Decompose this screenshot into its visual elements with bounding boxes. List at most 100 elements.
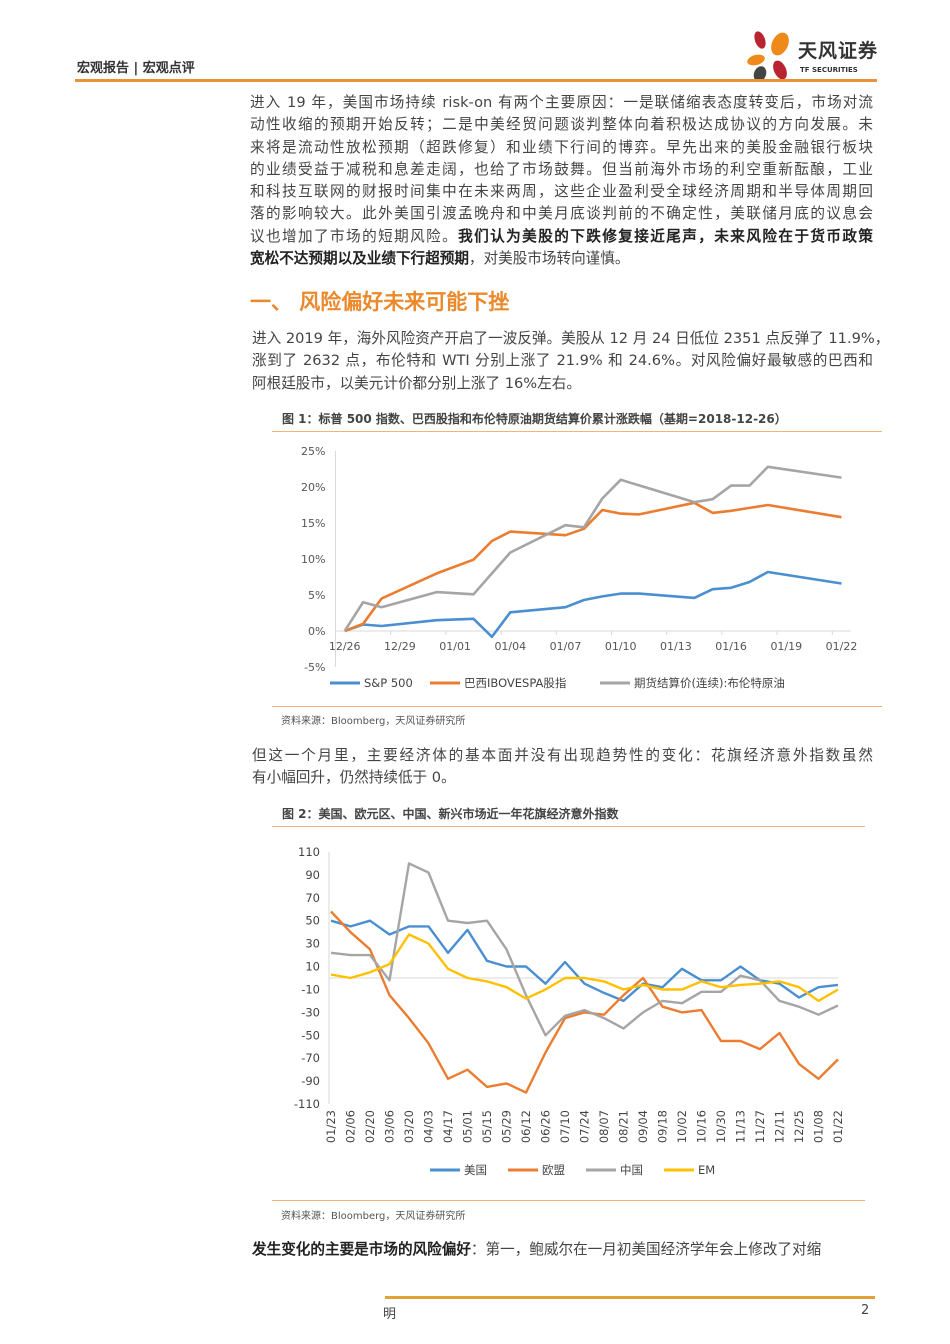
x-tick-label: 10/02 (675, 1110, 689, 1143)
y-tick-label: 15% (301, 517, 325, 530)
x-tick-label: 03/20 (402, 1110, 416, 1143)
y-tick-label: 0% (308, 625, 325, 638)
rebound-paragraph: 进入 2019 年，海外风险资产开启了一波反弹。美股从 12 月 24 日低位 … (252, 328, 889, 395)
x-tick-label: 04/03 (422, 1110, 436, 1143)
x-tick-label: 06/26 (539, 1110, 553, 1143)
intro-paragraph: 进入 19 年，美国市场持续 risk-on 有两个主要原因：一是联储缩表态度转… (250, 92, 873, 270)
legend-label: 欧盟 (542, 1163, 565, 1177)
y-tick-label: 90 (305, 868, 320, 882)
x-tick-label: 01/07 (550, 640, 582, 653)
text-segment: 的业绩受益于减税和息差走阔，也给了市场鼓舞。但当前海外市场的利空重新酝酿，工业 (250, 160, 873, 178)
x-tick-label: 08/07 (597, 1110, 611, 1143)
x-tick-label: 01/16 (715, 640, 747, 653)
x-tick-label: 01/23 (324, 1110, 338, 1143)
text-segment: 来将是流动性放松预期（超跌修复）和业绩下行间的博弈。早先出来的美股金融银行板块 (250, 138, 873, 156)
y-tick-label: -70 (301, 1051, 320, 1065)
text-line: 动性收缩的预期开始反转；二是中美经贸问题谈判整体向着积极达成协议的方向发展。未 (250, 114, 873, 136)
text-line: 来将是流动性放松预期（超跌修复）和业绩下行间的博弈。早先出来的美股金融银行板块 (250, 137, 873, 159)
series-line-0 (344, 570, 842, 639)
x-tick-label: 02/06 (344, 1110, 358, 1143)
legend-label: 巴西IBOVESPA股指 (464, 676, 566, 690)
y-tick-label: 5% (308, 589, 325, 602)
fundamentals-paragraph: 但这一个月里，主要经济体的基本面并没有出现趋势性的变化：花旗经济意外指数虽然 有小… (252, 745, 873, 790)
report-type-header: 宏观报告 | 宏观点评 (77, 61, 195, 76)
figure-2-title: 图 2：美国、欧元区、中国、新兴市场近一年花旗经济意外指数 (282, 807, 619, 821)
series-line-2 (343, 465, 842, 632)
figure-1-title: 图 1：标普 500 指数、巴西股指和布伦特原油期货结算价累计涨跌幅（基期=20… (282, 412, 787, 426)
text-segment: 和科技互联网的财报时间集中在未来两周，这些企业盈利受全球经济周期和半导体周期回 (250, 183, 873, 201)
x-tick-label: 01/22 (831, 1110, 845, 1143)
text-segment: 动性收缩的预期开始反转；二是中美经贸问题谈判整体向着积极达成协议的方向发展。未 (250, 116, 873, 134)
text-segment: ，对美股市场转向谨慎。 (468, 250, 630, 268)
x-tick-label: 12/25 (792, 1110, 806, 1143)
x-tick-label: 12/26 (329, 640, 361, 653)
text-segment: 落的影响较大。此外美国引渡孟晚舟和中美月底谈判前的不确定性，美联储月底的议息会 (250, 205, 873, 223)
legend-label: 中国 (620, 1163, 643, 1177)
x-tick-label: 09/04 (636, 1110, 650, 1143)
tf-securities-logo: 天风证券 TF SECURITIES (746, 30, 886, 82)
figure-2-chart: 110 90 70 50 30 10 -10 -30 -50 -70 -90 -110 01/23 02/… (294, 845, 845, 1177)
x-tick-label: 05/29 (500, 1110, 514, 1143)
x-tick-label: 09/18 (656, 1110, 670, 1143)
text-line: 和科技互联网的财报时间集中在未来两周，这些企业盈利受全球经济周期和半导体周期回 (250, 181, 873, 203)
x-tick-label: 01/22 (826, 640, 858, 653)
y-tick-label: -50 (301, 1028, 320, 1042)
text-line: 阿根廷股市，以美元计价都分别上涨了 16%左右。 (252, 373, 873, 395)
text-line: 进入 19 年，美国市场持续 risk-on 有两个主要原因：一是联储缩表态度转… (250, 92, 873, 114)
footer-note: 明 (383, 1307, 397, 1322)
figure-1-bottom-rule (272, 706, 882, 707)
series-line-1 (330, 910, 839, 1094)
text-segment: 进入 19 年，美国市场持续 risk-on 有两个主要原因：一是联储缩表态度转… (250, 94, 873, 111)
page-number: 2 (861, 1303, 870, 1318)
text-line: 议也增加了市场的短期风险。我们认为美股的下跌修复接近尾声，未来风险在于货币政策 (250, 226, 873, 248)
text-segment: 有小幅回升，仍然持续低于 0。 (252, 769, 456, 787)
y-tick-label: -110 (294, 1097, 320, 1111)
series-line-1 (344, 501, 842, 633)
x-tick-label: 02/20 (363, 1110, 377, 1143)
x-tick-label: 01/13 (660, 640, 692, 653)
x-tick-label: 05/15 (480, 1110, 494, 1143)
x-tick-label: 12/11 (773, 1110, 787, 1143)
risk-appetite-paragraph: 发生变化的主要是市场的风险偏好：第一，鲍威尔在一月初美国经济学年会上修改了对缩 (252, 1239, 873, 1261)
figure-1-top-rule (272, 431, 882, 432)
x-tick-label: 07/24 (578, 1110, 592, 1143)
series-line-3 (330, 933, 839, 1003)
figure-2-top-rule (272, 826, 865, 827)
x-tick-label: 01/19 (770, 640, 802, 653)
text-line: 进入 2019 年，海外风险资产开启了一波反弹。美股从 12 月 24 日低位 … (252, 328, 889, 350)
x-tick-label: 12/29 (384, 640, 416, 653)
y-tick-label: -10 (301, 982, 320, 996)
bold-text: 我们认为美股的下跌修复接近尾声，未来风险在于货币政策 (458, 227, 873, 245)
x-tick-label: 06/12 (519, 1110, 533, 1143)
x-tick-label: 10/30 (714, 1110, 728, 1143)
y-tick-label: 70 (305, 891, 320, 905)
x-tick-label: 03/06 (383, 1110, 397, 1143)
figure-1-chart: 25% 20% 15% 10% 5% 0% -5% 12/26 12/29 01/01 01/04 0… (301, 445, 858, 690)
x-tick-label: 11/27 (753, 1110, 767, 1143)
legend-label: 美国 (464, 1163, 487, 1177)
y-tick-label: 25% (301, 445, 325, 458)
y-tick-label: -90 (301, 1074, 320, 1088)
x-tick-label: 07/10 (558, 1110, 572, 1143)
figure-1-source: 资料来源：Bloomberg，天风证券研究所 (281, 716, 466, 727)
text-segment: ：第一，鲍威尔在一月初美国经济学年会上修改了对缩 (470, 1241, 822, 1258)
bold-text: 宽松不达预期以及业绩下行超预期 (250, 250, 469, 268)
petal-logo-icon (747, 31, 789, 82)
text-segment: 涨到了 2632 点，布伦特和 WTI 分别上涨了 21.9% 和 24.6%。… (252, 352, 873, 370)
logo-english: TF SECURITIES (800, 66, 858, 74)
text-line: 涨到了 2632 点，布伦特和 WTI 分别上涨了 21.9% 和 24.6%。… (252, 350, 873, 372)
legend-label: 期货结算价(连续):布伦特原油 (634, 676, 785, 690)
series-line-0 (330, 919, 839, 1003)
x-tick-label: 01/04 (494, 640, 526, 653)
figure-2-source: 资料来源：Bloomberg，天风证券研究所 (281, 1211, 466, 1222)
text-line: 有小幅回升，仍然持续低于 0。 (252, 767, 873, 789)
y-tick-label: -30 (301, 1005, 320, 1019)
y-tick-label: 10 (305, 960, 320, 974)
logo-name: 天风证券 (798, 40, 879, 62)
footer-divider (385, 1296, 875, 1299)
legend-label: EM (698, 1163, 715, 1177)
x-tick-label: 11/13 (734, 1110, 748, 1143)
bold-text: 发生变化的主要是市场的风险偏好 (252, 1241, 471, 1258)
x-tick-label: 01/01 (439, 640, 471, 653)
